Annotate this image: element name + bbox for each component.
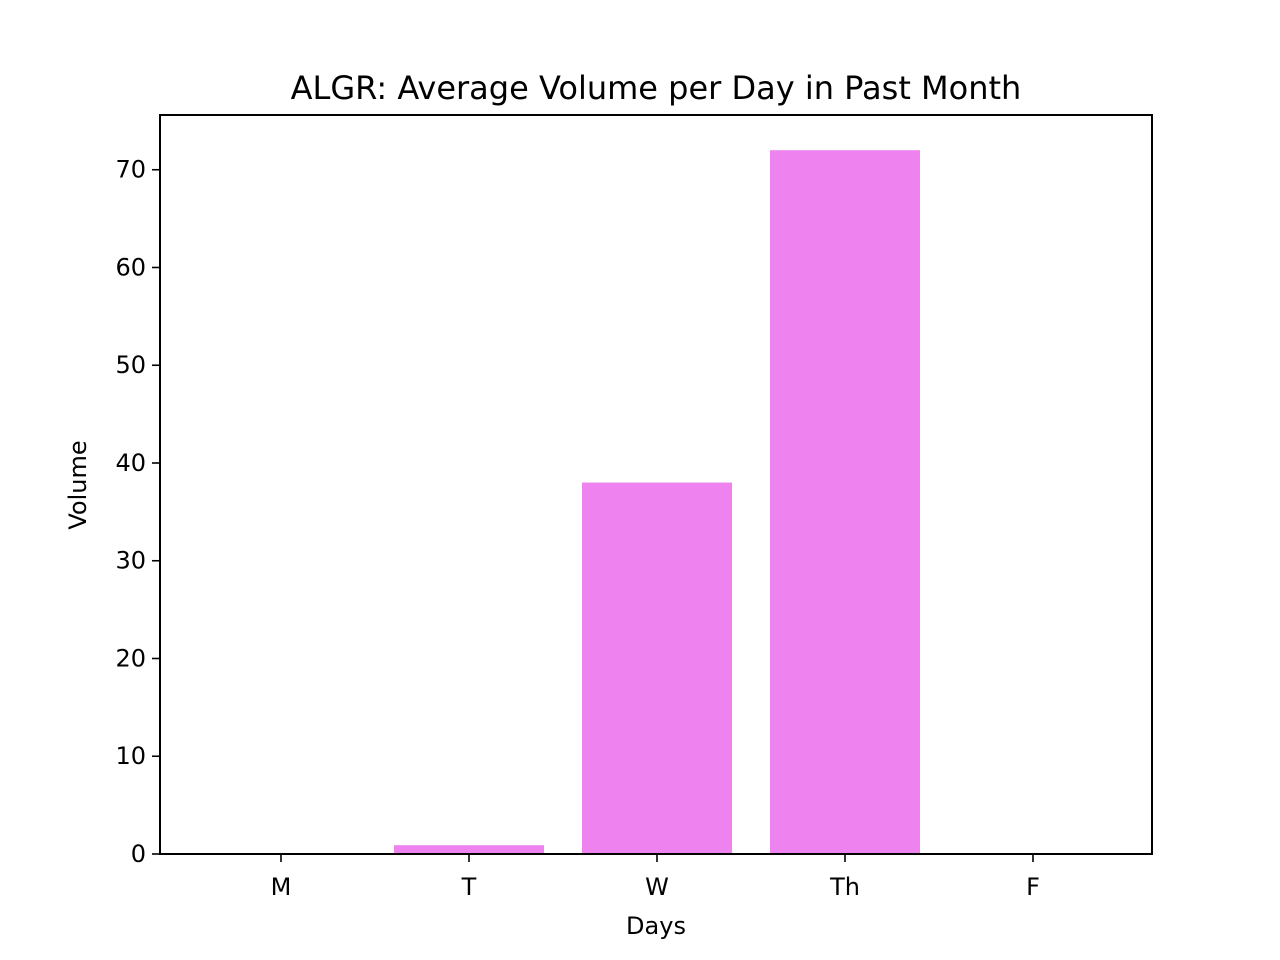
x-tick-label: Th [829,873,860,901]
y-tick-label: 10 [115,742,146,770]
plot-frame [159,114,1153,855]
y-tick-label: 70 [115,156,146,184]
y-tick-label: 40 [115,449,146,477]
x-tick-label: M [271,873,292,901]
y-tick-label: 0 [131,840,146,868]
bars-group [394,150,920,854]
y-tick-label: 30 [115,547,146,575]
x-axis: M T W Th F [271,854,1040,901]
y-axis-label: Volume [64,440,92,529]
bar-th [770,150,920,854]
x-axis-label: Days [626,912,686,940]
y-tick-label: 60 [115,253,146,281]
x-tick-label: W [645,873,669,901]
x-tick-label: T [461,873,477,901]
x-tick-label: F [1026,873,1040,901]
bar-t [394,845,544,854]
y-tick-label: 50 [115,351,146,379]
y-axis: 0 10 20 30 40 50 60 70 [115,156,160,868]
bar-w [582,482,732,854]
chart-title: ALGR: Average Volume per Day in Past Mon… [291,69,1022,107]
y-tick-label: 20 [115,644,146,672]
